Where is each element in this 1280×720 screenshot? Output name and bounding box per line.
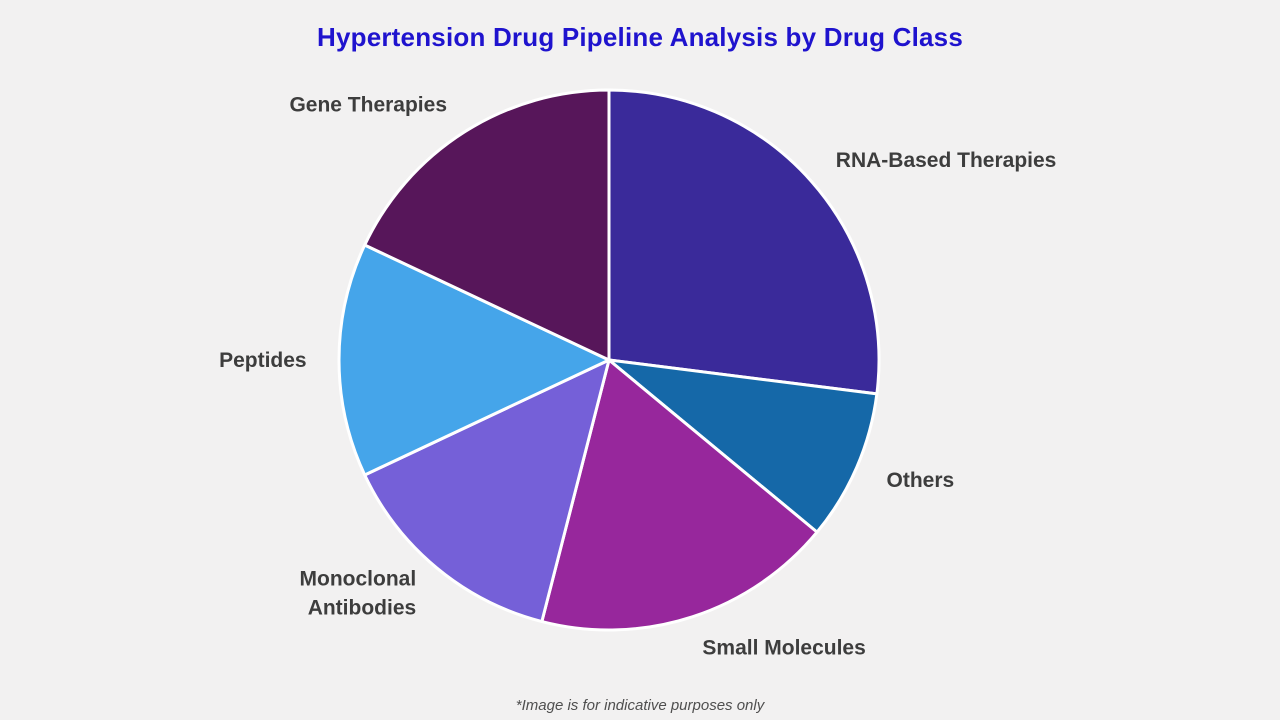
pie-label-small-molecules: Small Molecules [702,636,865,659]
pie-slice-others [607,358,879,534]
pie-slice-gene-therapies [363,88,611,362]
pie-slice-small-molecules [540,358,819,632]
pie-slice-rna-based-therapies [607,88,881,396]
chart-title: Hypertension Drug Pipeline Analysis by D… [316,22,963,52]
pie-label-peptides: Peptides [219,349,307,372]
pie-label-gene-therapies: Gene Therapies [289,93,447,116]
pie-slices-group [337,88,881,632]
pie-slice-monoclonal-antibodies [363,358,611,624]
pie-slice-peptides [337,243,611,477]
pie-label-rna-based-therapies: RNA-Based Therapies [836,149,1057,172]
pie-label-monoclonal-antibodies: Monoclonal Antibodies [300,567,417,619]
pie-labels-group: RNA-Based Therapies Others Small Molecules… [219,93,1056,659]
footnote: *Image is for indicative purposes only [515,697,765,714]
pie-label-others: Others [887,469,955,492]
